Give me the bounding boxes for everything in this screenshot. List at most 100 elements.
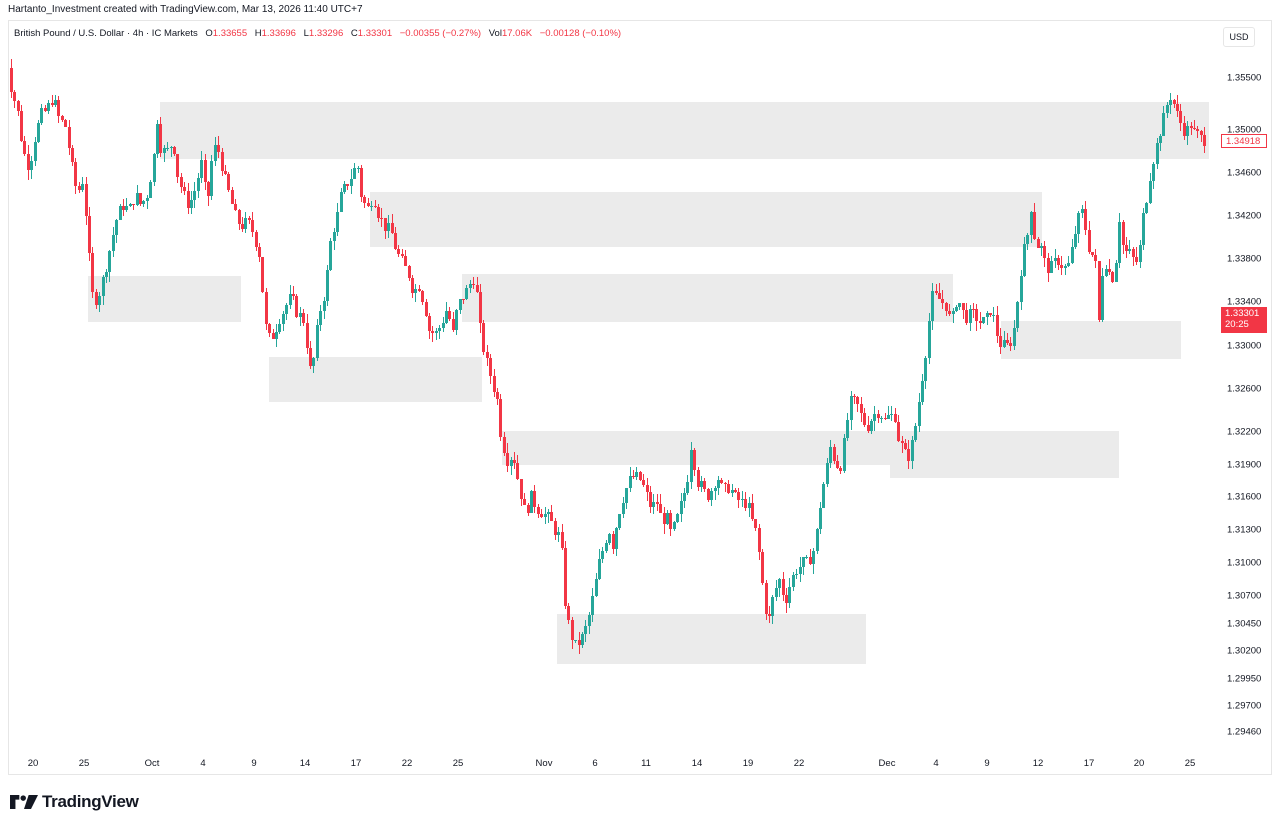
candle-body bbox=[1087, 230, 1091, 252]
supply-demand-zone[interactable] bbox=[370, 192, 1042, 248]
candle-body bbox=[254, 231, 258, 247]
price-tick-label: 1.33800 bbox=[1227, 253, 1262, 265]
candle-body bbox=[468, 284, 472, 288]
time-axis[interactable]: 20 25 Oct 4 9 14 17 22 25 Nov 6 11 14 19 22 Dec 4 9 12 17 20… bbox=[9, 751, 1215, 774]
supply-demand-zone[interactable] bbox=[160, 101, 1209, 159]
candle-body bbox=[183, 187, 187, 192]
candle-body bbox=[659, 504, 663, 513]
currency-button[interactable]: USD bbox=[1223, 27, 1255, 47]
candle-body bbox=[1019, 276, 1023, 302]
candle-body bbox=[1114, 262, 1118, 282]
candle-body bbox=[339, 191, 343, 212]
candle-body bbox=[638, 471, 642, 481]
candle-wick bbox=[133, 204, 135, 210]
candle-body bbox=[292, 294, 295, 297]
change-value: −0.00355 (−0.27%) bbox=[399, 28, 482, 39]
candle-body bbox=[1043, 245, 1047, 258]
candle-body bbox=[999, 336, 1003, 347]
candle-body bbox=[118, 206, 122, 220]
price-tick-label: 1.34600 bbox=[1227, 167, 1262, 179]
candle-wick bbox=[884, 412, 886, 421]
candle-wick bbox=[374, 199, 376, 208]
candle-body bbox=[404, 256, 408, 266]
candle-body bbox=[77, 185, 81, 191]
candle-body bbox=[730, 489, 734, 493]
candle-body bbox=[1070, 246, 1074, 263]
open-label: O bbox=[205, 28, 213, 39]
candle-body bbox=[608, 534, 612, 544]
price-axis[interactable]: 1.35500 1.35000 1.34600 1.34200 1.33800 1.334… bbox=[1215, 21, 1271, 751]
price-tick-label: 1.31900 bbox=[1227, 459, 1262, 471]
candle-wick bbox=[1136, 247, 1138, 265]
volume-label: Vol bbox=[488, 28, 502, 39]
candle-body bbox=[16, 100, 20, 112]
candle-body bbox=[322, 301, 326, 311]
supply-demand-zone[interactable] bbox=[88, 276, 241, 322]
candle-body bbox=[1009, 342, 1013, 346]
candle-body bbox=[839, 468, 843, 472]
supply-demand-zone[interactable] bbox=[269, 356, 482, 402]
candle-body bbox=[407, 265, 411, 278]
supply-demand-zone[interactable] bbox=[890, 430, 1119, 478]
open-value: 1.33655 bbox=[212, 28, 248, 39]
candle-body bbox=[849, 395, 853, 421]
candle-body bbox=[516, 462, 520, 480]
candle-body bbox=[768, 613, 771, 616]
candle-body bbox=[1186, 126, 1190, 137]
tradingview-logo-icon bbox=[10, 795, 38, 809]
candle-body bbox=[196, 177, 200, 192]
candle-body bbox=[479, 291, 482, 324]
candle-body bbox=[125, 206, 129, 210]
candle-body bbox=[152, 154, 156, 182]
low-value: 1.33296 bbox=[308, 28, 344, 39]
candle-wick bbox=[541, 508, 543, 518]
candle-body bbox=[791, 574, 795, 587]
candle-body bbox=[60, 116, 64, 121]
candle-body bbox=[108, 251, 112, 273]
candle-body bbox=[261, 256, 265, 293]
candle-body bbox=[1203, 134, 1207, 147]
symbol-title[interactable]: British Pound / U.S. Dollar · 4h · IC Ma… bbox=[14, 28, 198, 39]
candle-body bbox=[88, 216, 91, 253]
candle-body bbox=[275, 331, 278, 339]
candle-body bbox=[1138, 245, 1142, 262]
candle-body bbox=[737, 491, 741, 500]
candle-body bbox=[710, 490, 714, 501]
chart-plot-area[interactable] bbox=[9, 21, 1215, 751]
candle-body bbox=[302, 312, 306, 323]
time-tick-label: 20 bbox=[27, 758, 39, 769]
tradingview-logo[interactable]: TradingView bbox=[10, 792, 139, 812]
supply-demand-zone[interactable] bbox=[462, 274, 953, 322]
candle-body bbox=[162, 148, 166, 153]
candle-body bbox=[968, 308, 972, 324]
candle-body bbox=[363, 196, 367, 203]
candle-body bbox=[1023, 244, 1026, 277]
candle-body bbox=[955, 306, 958, 311]
supply-demand-zone[interactable] bbox=[1001, 320, 1181, 359]
candle-body bbox=[179, 176, 183, 188]
candle-body bbox=[771, 596, 775, 616]
candle-wick bbox=[293, 286, 294, 301]
candle-body bbox=[1040, 245, 1043, 248]
candle-body bbox=[26, 154, 30, 171]
candle-body bbox=[972, 308, 975, 310]
candle-body bbox=[1063, 266, 1067, 268]
time-tick-label: 17 bbox=[350, 758, 362, 769]
candle-body bbox=[536, 506, 540, 514]
candle-wick bbox=[854, 394, 855, 404]
candle-wick bbox=[548, 509, 549, 523]
chart-legend: British Pound / U.S. Dollar · 4h · IC Ma… bbox=[14, 28, 621, 39]
candle-body bbox=[370, 205, 374, 207]
candle-body bbox=[264, 292, 268, 325]
candle-body bbox=[390, 223, 394, 234]
candle-body bbox=[159, 124, 163, 153]
time-tick-label: 14 bbox=[299, 758, 311, 769]
candle-body bbox=[1155, 142, 1159, 164]
candle-wick bbox=[993, 307, 995, 323]
candle-body bbox=[785, 595, 788, 604]
candle-body bbox=[513, 459, 516, 463]
supply-demand-zone[interactable] bbox=[557, 613, 866, 665]
time-tick-label: 4 bbox=[933, 758, 939, 769]
price-tick-label: 1.30450 bbox=[1227, 618, 1262, 630]
candle-body bbox=[353, 168, 357, 179]
